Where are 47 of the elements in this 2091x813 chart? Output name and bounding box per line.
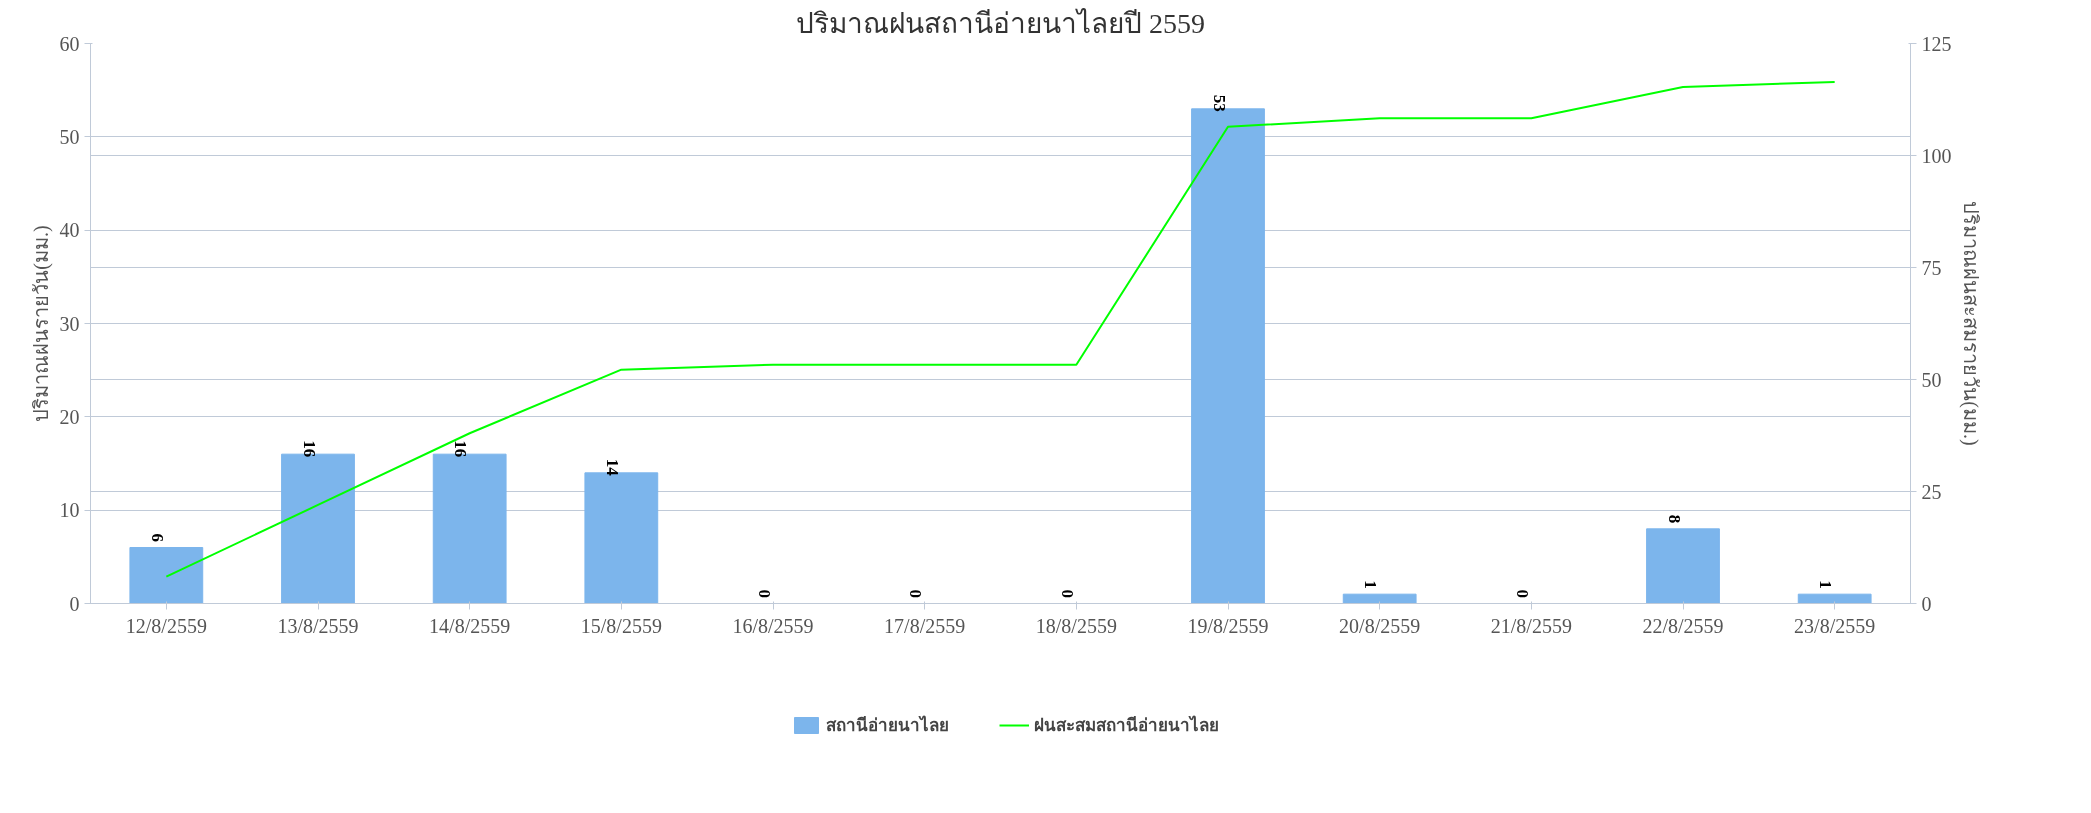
y-tick-label: 50 (59, 125, 80, 148)
y2-tick-label: 100 (1921, 144, 1952, 167)
y2-tick-label: 125 (1921, 32, 1952, 55)
y-tick-label: 30 (59, 312, 80, 335)
chart-title: ปริมาณฝนสถานีอ่ายนาไลยปี 2559 (796, 7, 1205, 39)
x-tick-label: 21/8/2559 (1490, 614, 1572, 637)
legend-label: ฝนสะสมสถานีอ่ายนาไลย (1033, 714, 1219, 737)
x-tick-label: 22/8/2559 (1642, 614, 1724, 637)
data-label: 0 (906, 589, 926, 598)
x-tick-label: 15/8/2559 (580, 614, 662, 637)
x-tick-label: 23/8/2559 (1794, 614, 1876, 637)
bar (1646, 528, 1720, 604)
legend-label: สถานีอ่ายนาไลย (825, 714, 949, 737)
bar (129, 547, 204, 604)
y-axis-title: ปริมาณฝนรายวัน(มม.) (29, 225, 53, 422)
y-tick-label: 60 (59, 32, 80, 55)
data-label: 16 (299, 440, 319, 458)
y2-tick-label: 75 (1921, 256, 1942, 279)
y-tick-label: 0 (69, 592, 80, 615)
bar (1342, 593, 1417, 604)
x-tick-label: 19/8/2559 (1187, 614, 1269, 637)
data-label: 16 (451, 440, 471, 458)
data-label: 8 (1664, 514, 1684, 524)
data-label: 53 (1209, 94, 1229, 112)
data-label: 0 (1057, 589, 1077, 598)
x-tick-label: 12/8/2559 (125, 614, 207, 637)
x-tick-label: 18/8/2559 (1035, 614, 1117, 637)
x-tick-label: 16/8/2559 (732, 614, 814, 637)
x-tick-label: 20/8/2559 (1339, 614, 1421, 637)
line-series (165, 81, 1836, 578)
y-tick-label: 10 (59, 499, 80, 522)
data-label: 1 (1816, 580, 1836, 589)
y-tick-label: 20 (59, 405, 80, 428)
x-tick-label: 13/8/2559 (277, 614, 359, 637)
data-label: 0 (754, 589, 774, 598)
data-label: 1 (1361, 580, 1381, 589)
x-tick-label: 14/8/2559 (429, 614, 511, 637)
data-label: 0 (1512, 589, 1532, 598)
y2-tick-label: 25 (1921, 480, 1942, 503)
y-tick-label: 40 (59, 219, 80, 242)
y2-tick-label: 50 (1921, 368, 1942, 391)
bar (1797, 593, 1872, 604)
data-label: 6 (147, 533, 167, 542)
x-tick-label: 17/8/2559 (884, 614, 966, 637)
y2-tick-label: 0 (1921, 592, 1932, 615)
data-label: 14 (602, 458, 622, 477)
y2-axis-title: ปริมาณฝนสะสมรายวัน(มม.) (1958, 201, 1982, 446)
